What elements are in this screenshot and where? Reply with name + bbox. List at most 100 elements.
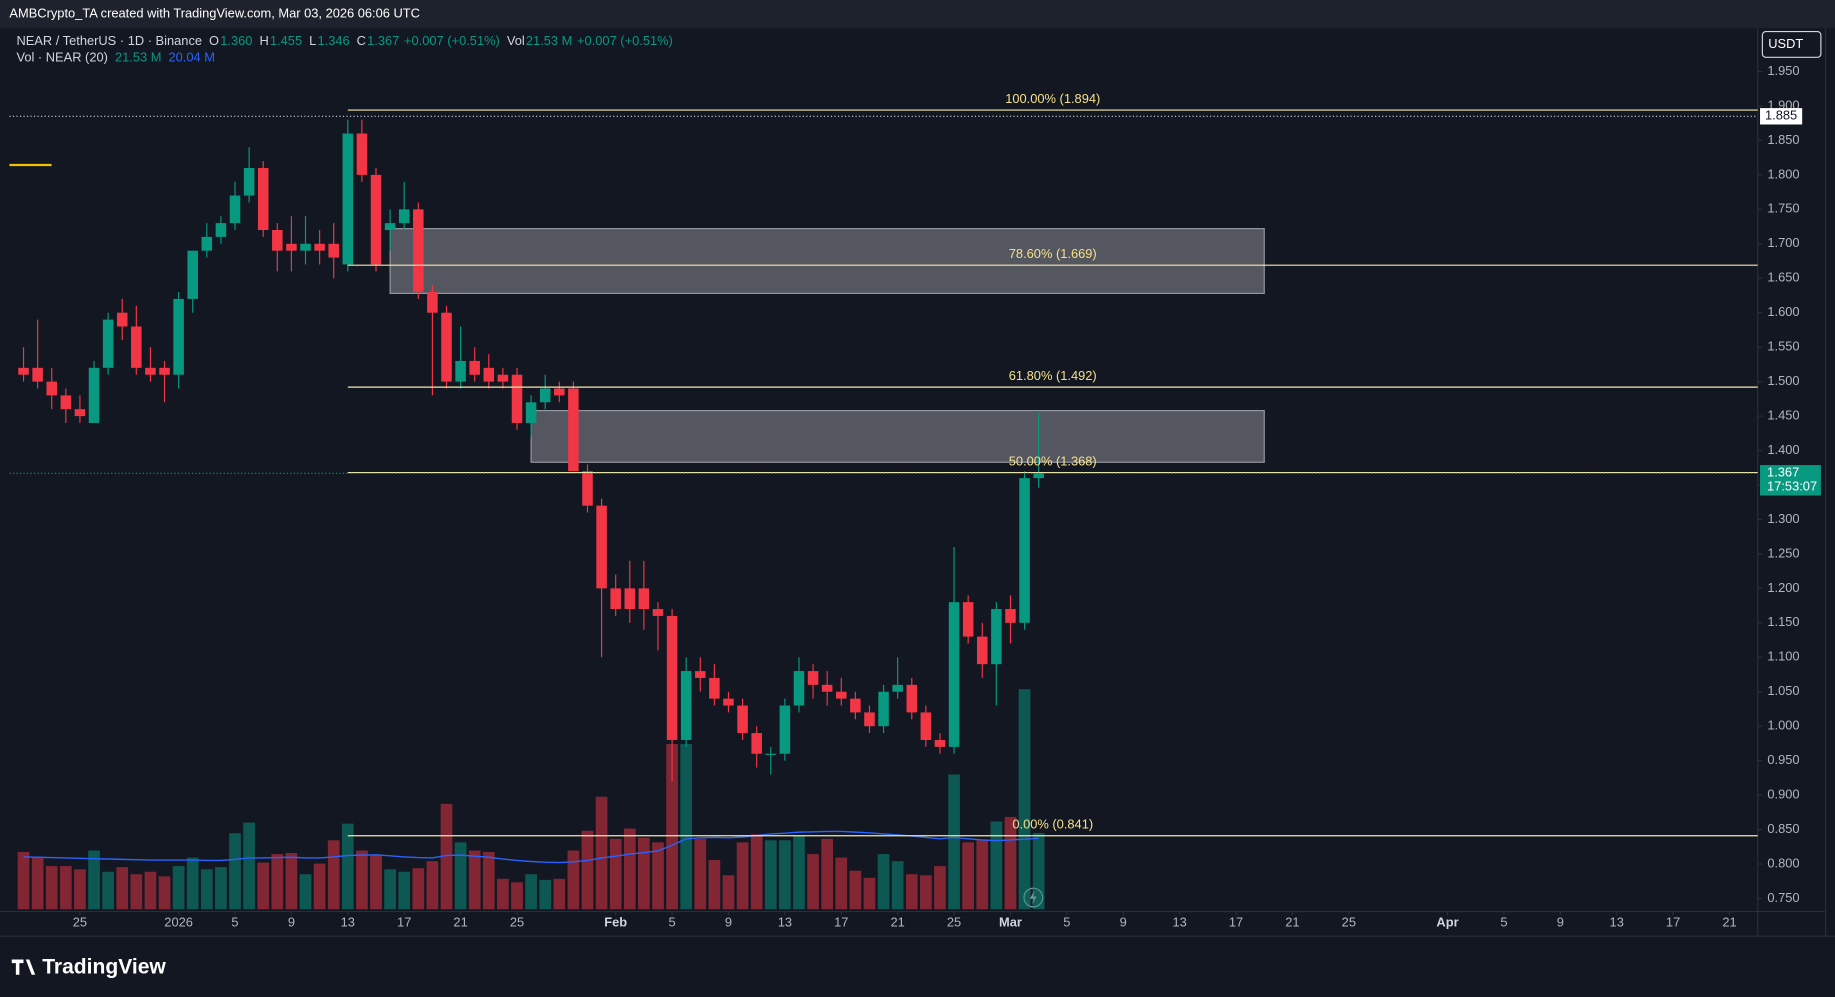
volume-ma — [23, 830, 1039, 864]
volume-bar — [708, 860, 721, 910]
legend-item: L — [309, 34, 316, 49]
y-tick-label: 1.600 — [1767, 304, 1799, 319]
x-tick-label: 13 — [341, 915, 355, 930]
volume-bar — [722, 875, 735, 910]
candle-body — [384, 223, 396, 231]
candle-body — [314, 243, 325, 251]
candle-body — [554, 388, 565, 396]
y-tick-label: 1.400 — [1767, 442, 1799, 457]
volume-bar — [835, 857, 848, 910]
candle-body — [229, 195, 241, 224]
footer — [0, 936, 1835, 997]
y-tick-label: 1.150 — [1767, 614, 1799, 629]
currency[interactable]: USDT — [1768, 36, 1803, 51]
volume-bar — [426, 861, 439, 910]
candle-body — [201, 236, 213, 251]
volume-bar — [17, 851, 30, 910]
x-tick-label: 5 — [1500, 915, 1507, 930]
candle-body — [272, 230, 283, 251]
candle-body — [638, 588, 650, 610]
volume-bar — [849, 870, 862, 910]
fib-label: 100.00% (1.894) — [1005, 91, 1100, 106]
volume-bar — [863, 877, 876, 910]
volume-bar — [31, 857, 44, 910]
candle-body — [751, 733, 762, 754]
volume-bar — [920, 875, 932, 910]
candle-body — [568, 388, 579, 472]
candle-body — [709, 677, 720, 699]
x-tick-label: 5 — [1063, 915, 1070, 930]
candle-body — [243, 167, 255, 196]
candle-body — [864, 712, 875, 727]
countdown: 17:53:07 — [1767, 479, 1817, 494]
volume-bar — [158, 876, 171, 910]
legend-item: H — [259, 34, 268, 49]
y-tick-label: 1.000 — [1767, 718, 1799, 733]
y-tick-label: 1.200 — [1767, 580, 1799, 595]
volume-bar — [877, 854, 890, 910]
x-tick-label: 5 — [669, 915, 676, 930]
y-tick-label: 1.650 — [1767, 270, 1799, 285]
candle-body — [102, 319, 114, 368]
y-tick-label: 1.750 — [1767, 201, 1799, 216]
x-tick-label: 13 — [778, 915, 792, 930]
y-tick-label: 1.100 — [1767, 649, 1799, 664]
volume-legend: Vol · NEAR (20) 21.53 M 20.04 M — [16, 50, 214, 65]
candle-body — [695, 671, 706, 678]
volume-bar — [595, 796, 608, 910]
y-tick-label: 0.750 — [1767, 890, 1799, 905]
y-tick-label: 1.050 — [1767, 683, 1799, 698]
volume-bar — [356, 850, 368, 910]
candle-body — [173, 298, 184, 375]
candle-body — [441, 312, 452, 382]
volume-bar — [229, 833, 241, 910]
candle-body — [300, 243, 311, 251]
volume-bar — [694, 838, 707, 910]
candle-body — [892, 684, 903, 692]
y-tick-label: 1.450 — [1767, 407, 1799, 422]
candle-body — [1005, 609, 1016, 623]
volume-bar — [807, 854, 819, 910]
x-tick-label: 9 — [1120, 915, 1127, 930]
candle-body — [116, 312, 128, 327]
x-tick-label: 25 — [510, 915, 524, 930]
volume-bar — [243, 822, 255, 910]
legend-item: +0.007 (+0.51%) — [404, 34, 500, 49]
volume-bar — [497, 878, 509, 910]
candle-body — [131, 326, 142, 368]
candle-body — [257, 167, 269, 231]
candle-body — [962, 602, 974, 637]
candle-body — [159, 367, 170, 375]
candle-body — [145, 367, 156, 375]
volume-bar — [59, 866, 72, 910]
candle-body — [666, 615, 678, 740]
volume-bar — [144, 871, 157, 910]
volume-bar — [341, 823, 354, 910]
x-tick-label: 2026 — [164, 915, 193, 930]
volume-bar — [905, 874, 918, 910]
volume-bar — [412, 868, 425, 910]
candle-body — [88, 367, 100, 423]
volume-bar — [468, 850, 481, 910]
zone — [530, 409, 1265, 463]
candle-body — [652, 609, 664, 616]
volume-bar — [215, 867, 227, 910]
legend-item: 20.04 M — [168, 50, 214, 65]
x-tick-label: 21 — [891, 915, 905, 930]
volume-bar — [88, 850, 100, 910]
volume-bar — [976, 840, 989, 910]
legend-item: 21.53 M — [526, 34, 572, 49]
candle-body — [582, 471, 593, 506]
volume-bar — [539, 879, 552, 910]
candle-body — [991, 609, 1002, 665]
legend-item: 1.346 — [317, 34, 349, 49]
candle-body — [948, 602, 960, 747]
y-tick-label: 1.950 — [1767, 63, 1799, 78]
x-tick-label: 9 — [288, 915, 295, 930]
volume-bar — [623, 828, 636, 910]
volume-bar — [482, 851, 495, 910]
currency-button[interactable] — [1761, 31, 1822, 58]
legend-item: +0.007 (+0.51%) — [577, 34, 673, 49]
candle-body — [356, 133, 368, 175]
